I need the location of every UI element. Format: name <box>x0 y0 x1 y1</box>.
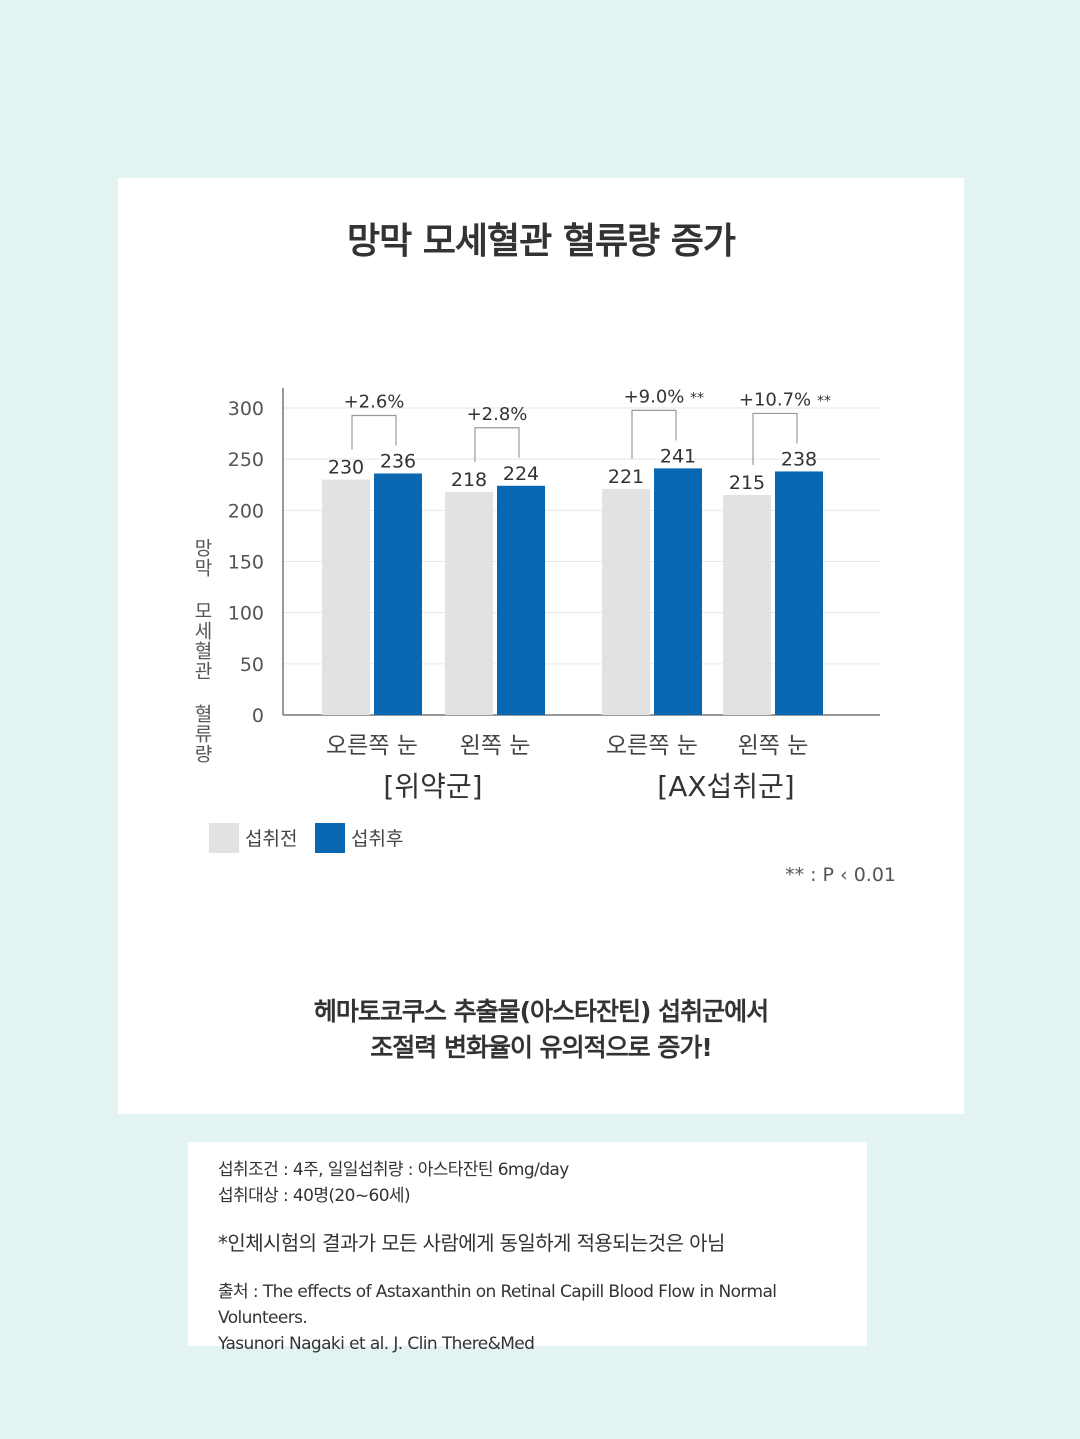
y-tick-label: 200 <box>228 500 264 522</box>
chart-title: 망막 모세혈관 혈류량 증가 <box>347 221 736 262</box>
bar-after <box>374 473 422 715</box>
bar-before <box>723 494 771 715</box>
y-tick-label: 100 <box>228 603 264 625</box>
change-bracket <box>631 409 677 459</box>
y-tick-label: 0 <box>252 705 264 727</box>
change-label: +2.6% <box>344 391 405 412</box>
category-label: 오른쪽 눈 <box>606 733 698 759</box>
disclaimer: *인체시험의 결과가 모든 사람에게 동일하게 적용되는것은 아님 <box>218 1231 725 1255</box>
y-tick-label: 150 <box>228 552 264 574</box>
chart-card: 망막 모세혈관 혈류량 증가 0 50 100 150 200 250 300 230 236 +… <box>118 178 964 1114</box>
study-info-box: 섭취조건 : 4주, 일일섭취량 : 아스타잔틴 6mg/day 섭취대상 : … <box>188 1142 867 1354</box>
conclusion-line-1: 헤마토코쿠스 추출물(아스타잔틴) 섭취군에서 <box>313 997 769 1026</box>
change-bracket <box>351 414 397 450</box>
legend-swatch <box>209 823 239 853</box>
source-line-2: Yasunori Nagaki et al. J. Clin There&Med <box>218 1334 535 1354</box>
change-bracket <box>474 427 520 462</box>
group-label: [위약군] <box>383 770 482 803</box>
y-tick-label: 50 <box>240 654 264 676</box>
category-label: 오른쪽 눈 <box>326 733 418 759</box>
y-tick-label: 300 <box>228 398 264 420</box>
change-bracket <box>752 412 798 465</box>
change-label: +9.0% <box>624 386 685 407</box>
legend-label: 섭취후 <box>351 828 403 850</box>
y-axis-label: 망막 모세혈관 혈류량 <box>191 538 213 764</box>
y-tick-label: 250 <box>228 449 264 471</box>
bar-after <box>775 471 823 715</box>
data-label-after: 224 <box>503 463 539 485</box>
category-label: 왼쪽 눈 <box>460 733 531 759</box>
bar-after <box>654 468 702 715</box>
legend-swatch <box>315 823 345 853</box>
bar-before <box>322 479 370 715</box>
conclusion-line-2: 조절력 변화율이 유의적으로 증가! <box>370 1033 713 1062</box>
data-label-after: 238 <box>781 448 817 470</box>
bar-chart: 0 50 100 150 200 250 300 230 236 +2.6% 오른쪽 눈 218 224… <box>209 386 880 853</box>
intake-conditions: 섭취조건 : 4주, 일일섭취량 : 아스타잔틴 6mg/day <box>218 1160 569 1180</box>
data-label-before: 230 <box>328 457 364 479</box>
bar-before <box>445 491 493 715</box>
source-line-1: 출처 : The effects of Astaxanthin on Retin… <box>218 1282 777 1328</box>
data-label-after: 236 <box>380 450 416 472</box>
change-label: +10.7% <box>739 389 811 410</box>
category-label: 왼쪽 눈 <box>738 733 809 759</box>
data-label-after: 241 <box>660 445 696 467</box>
data-label-before: 218 <box>451 469 487 491</box>
source-citation: 출처 : The effects of Astaxanthin on Retin… <box>218 1279 837 1357</box>
conclusion-text: 헤마토코쿠스 추출물(아스타잔틴) 섭취군에서 조절력 변화율이 유의적으로 증… <box>118 994 964 1066</box>
legend-label: 섭취전 <box>245 828 297 850</box>
significance-mark: ** <box>690 390 704 406</box>
data-label-before: 221 <box>608 466 644 488</box>
change-label: +2.8% <box>467 404 528 425</box>
group-label: [AX섭취군] <box>657 770 794 803</box>
data-label-before: 215 <box>729 472 765 494</box>
significance-note: ** : P ‹ 0.01 <box>785 864 896 886</box>
intake-subjects: 섭취대상 : 40명(20~60세) <box>218 1186 411 1206</box>
bar-after <box>497 485 545 715</box>
significance-mark: ** <box>817 393 831 409</box>
bar-before <box>602 488 650 715</box>
